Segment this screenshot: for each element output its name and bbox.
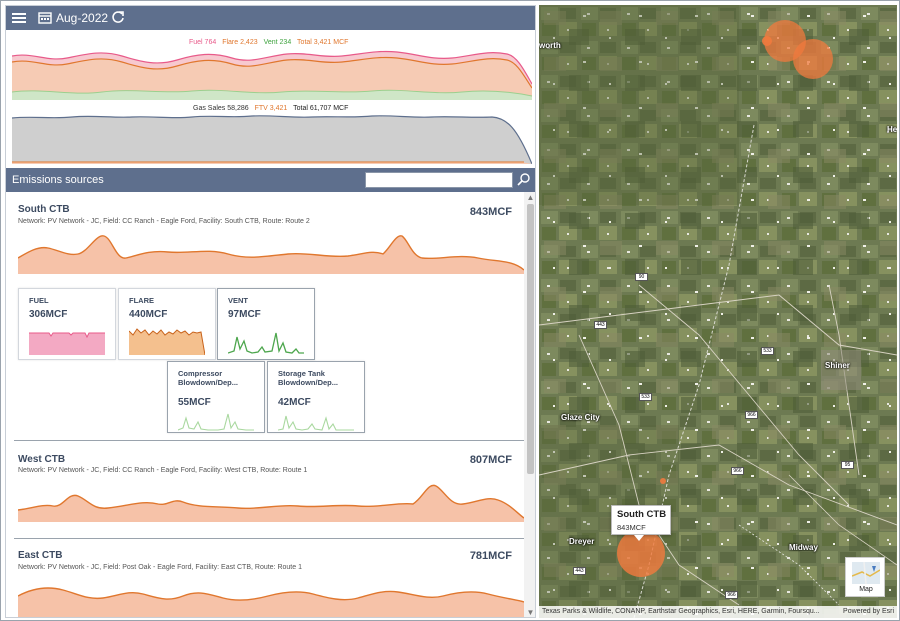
source-sparkline bbox=[18, 587, 524, 617]
refresh-icon[interactable] bbox=[111, 10, 125, 24]
legend-gas-total: Total 61,707 MCF bbox=[293, 105, 349, 112]
card-label: FLARE bbox=[129, 296, 154, 305]
scroll-up-icon[interactable]: ▲ bbox=[526, 193, 535, 202]
legend-total: Total 3,421 MCF bbox=[297, 39, 349, 46]
powered-by-text[interactable]: Powered by Esri bbox=[843, 608, 894, 615]
popup-pointer bbox=[634, 535, 644, 541]
road-shield: 95 bbox=[841, 461, 854, 469]
legend-fuel: Fuel 764 bbox=[189, 39, 217, 46]
list-divider bbox=[14, 538, 524, 539]
source-item-south-ctb[interactable]: South CTB Network: PV Network - JC, Fiel… bbox=[6, 192, 524, 438]
source-total: 843MCF bbox=[469, 206, 512, 218]
gas-area-chart bbox=[12, 115, 532, 164]
top-bar: Aug-2022 bbox=[6, 6, 535, 30]
popup-value: 843MCF bbox=[617, 523, 646, 532]
emissions-area-chart bbox=[12, 50, 532, 100]
list-divider bbox=[14, 440, 524, 441]
legend-gas-sales: Gas Sales 58,286 bbox=[193, 105, 249, 112]
map-view[interactable]: worth Shiner Glaze City Dreyer Midway He… bbox=[539, 5, 897, 618]
card-vent[interactable]: VENT 97MCF bbox=[217, 288, 315, 360]
place-label: Midway bbox=[789, 543, 818, 552]
road-shield: 443 bbox=[573, 567, 586, 575]
card-flare[interactable]: FLARE 440MCF bbox=[118, 288, 216, 360]
fuel-sparkline bbox=[29, 332, 105, 355]
compressor-sparkline bbox=[178, 413, 254, 431]
summary-charts: Fuel 764 Flare 2,423 Vent 234 Total 3,42… bbox=[6, 30, 535, 167]
source-total: 807MCF bbox=[469, 454, 512, 466]
legend-ftv: FTV 3,421 bbox=[254, 105, 288, 112]
scrollbar-thumb[interactable] bbox=[527, 204, 534, 474]
source-meta: Network: PV Network - JC, Field: CC Ranc… bbox=[18, 218, 310, 225]
card-value: 42MCF bbox=[278, 397, 311, 408]
place-label: worth bbox=[539, 41, 561, 50]
road-shield: 90 bbox=[635, 273, 648, 281]
satellite-basemap bbox=[539, 5, 897, 618]
card-value: 55MCF bbox=[178, 397, 211, 408]
card-compressor-blowdown[interactable]: Compressor Blowdown/Dep... 55MCF bbox=[167, 361, 265, 433]
road-shield: 533 bbox=[761, 347, 774, 355]
card-storage-tank-blowdown[interactable]: Storage Tank Blowdown/Dep... 42MCF bbox=[267, 361, 365, 433]
source-item-east-ctb[interactable]: East CTB Network: PV Network - JC, Field… bbox=[6, 540, 524, 617]
emissions-sources-header: Emissions sources bbox=[6, 168, 535, 192]
source-meta: Network: PV Network - JC, Field: Post Oa… bbox=[18, 564, 302, 571]
source-name: West CTB bbox=[18, 454, 66, 465]
card-value: 97MCF bbox=[228, 309, 261, 320]
search-icon[interactable] bbox=[514, 171, 534, 189]
card-label: VENT bbox=[228, 296, 249, 305]
road-shield: 966 bbox=[725, 591, 738, 599]
left-panel: Aug-2022 Fuel 764 Flare 2,423 Vent 234 T… bbox=[5, 5, 536, 618]
card-fuel[interactable]: FUEL 306MCF bbox=[18, 288, 116, 360]
map-thumbnail-icon bbox=[852, 562, 880, 584]
card-label: Storage Tank Blowdown/Dep... bbox=[278, 369, 338, 387]
card-label: Compressor Blowdown/Dep... bbox=[178, 369, 238, 387]
emissions-legend: Fuel 764 Flare 2,423 Vent 234 Total 3,42… bbox=[189, 39, 352, 46]
source-item-west-ctb[interactable]: West CTB Network: PV Network - JC, Field… bbox=[6, 442, 524, 538]
legend-vent: Vent 234 bbox=[263, 39, 292, 46]
storage-tank-sparkline bbox=[278, 415, 354, 431]
card-label: FUEL bbox=[29, 296, 49, 305]
gas-legend: Gas Sales 58,286 FTV 3,421 Total 61,707 … bbox=[193, 105, 352, 112]
month-selector[interactable]: Aug-2022 bbox=[56, 11, 109, 25]
scroll-down-icon[interactable]: ▼ bbox=[526, 608, 535, 617]
road-shield: 966 bbox=[731, 467, 744, 475]
basemap-toggle-button[interactable]: Map bbox=[845, 557, 885, 597]
attribution-text: Texas Parks & Wildlife, CONANP, Earthsta… bbox=[542, 608, 820, 615]
source-name: East CTB bbox=[18, 550, 63, 561]
emissions-sources-title: Emissions sources bbox=[12, 174, 104, 186]
place-label: He bbox=[887, 125, 897, 134]
map-attribution: Texas Parks & Wildlife, CONANP, Earthsta… bbox=[539, 606, 897, 618]
road-shield: 443 bbox=[594, 321, 607, 329]
card-value: 440MCF bbox=[129, 309, 168, 320]
source-total: 781MCF bbox=[469, 550, 512, 562]
flare-sparkline bbox=[129, 328, 205, 355]
basemap-label: Map bbox=[859, 586, 873, 593]
search-input[interactable] bbox=[365, 172, 513, 188]
emission-circle-south-ctb[interactable] bbox=[617, 529, 665, 577]
calendar-icon[interactable] bbox=[38, 11, 52, 24]
place-label: Dreyer bbox=[569, 537, 595, 546]
hamburger-icon[interactable] bbox=[12, 11, 26, 25]
source-sparkline bbox=[18, 484, 524, 522]
place-label: Shiner bbox=[825, 361, 850, 370]
map-popup[interactable]: South CTB 843MCF bbox=[611, 505, 671, 541]
list-scrollbar[interactable]: ▲ ▼ bbox=[524, 192, 535, 617]
emission-circle[interactable] bbox=[793, 39, 833, 79]
card-value: 306MCF bbox=[29, 309, 68, 320]
legend-flare: Flare 2,423 bbox=[222, 39, 258, 46]
source-name: South CTB bbox=[18, 204, 70, 215]
place-label: Glaze City bbox=[561, 413, 600, 422]
vent-sparkline bbox=[228, 332, 304, 354]
emissions-sources-list: South CTB Network: PV Network - JC, Fiel… bbox=[6, 192, 524, 617]
road-shield: 966 bbox=[745, 411, 758, 419]
source-sparkline bbox=[18, 235, 524, 274]
source-meta: Network: PV Network - JC, Field: CC Ranc… bbox=[18, 467, 308, 474]
road-shield: 533 bbox=[639, 393, 652, 401]
popup-name: South CTB bbox=[617, 509, 667, 520]
